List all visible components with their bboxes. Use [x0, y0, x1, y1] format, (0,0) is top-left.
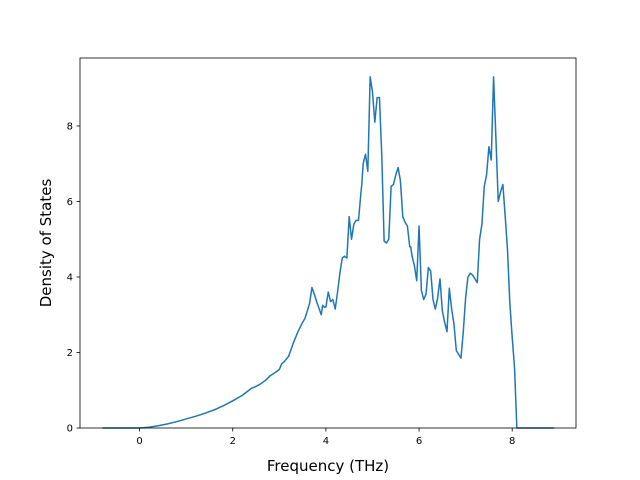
- y-tick-label: 8: [67, 122, 73, 133]
- x-tick-label: 6: [416, 436, 422, 447]
- y-axis-ticks: 0 2 4 6 8: [67, 122, 80, 435]
- y-tick-label: 0: [67, 424, 73, 435]
- x-tick-label: 2: [230, 436, 236, 447]
- x-axis-ticks: 0 2 4 6 8: [136, 428, 515, 447]
- axes-frame: [79, 57, 577, 429]
- x-axis-label: Frequency (THz): [267, 457, 389, 475]
- y-axis-label: Density of States: [37, 179, 55, 308]
- x-tick-label: 0: [136, 436, 142, 447]
- y-tick-label: 2: [67, 348, 73, 359]
- x-tick-label: 8: [509, 436, 515, 447]
- dos-series-line-0: [102, 76, 555, 429]
- y-tick-label: 6: [67, 197, 73, 208]
- y-tick-label: 4: [67, 273, 73, 284]
- plot-area: [102, 76, 555, 429]
- x-tick-label: 4: [323, 436, 329, 447]
